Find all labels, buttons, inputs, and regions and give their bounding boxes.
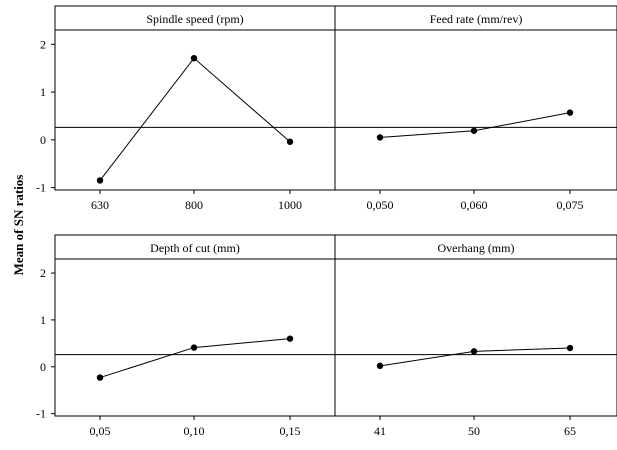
data-point <box>190 344 198 351</box>
series-line <box>99 57 291 181</box>
y-tick-label: 2 <box>40 37 46 51</box>
x-tick-label: 0,060 <box>461 198 488 212</box>
data-point <box>190 54 198 62</box>
panel-3: Depth of cut (mm) -1 0 1 2 0,05 0,10 0,15 <box>36 234 336 438</box>
x-tick-label: 0,050 <box>367 198 394 212</box>
x-tick-label: 50 <box>468 424 480 438</box>
y-tick-label: 0 <box>40 133 46 147</box>
x-tick-label: 65 <box>564 424 576 438</box>
x-tick-label: 0,075 <box>557 198 584 212</box>
panel-title: Overhang (mm) <box>438 241 515 255</box>
panel-title: Feed rate (mm/rev) <box>430 12 523 26</box>
data-point <box>566 344 574 352</box>
data-point <box>376 362 384 370</box>
y-tick-label: 1 <box>40 313 46 327</box>
data-point <box>96 177 104 184</box>
y-tick-label: -1 <box>36 181 46 195</box>
data-point <box>566 109 574 116</box>
data-point <box>96 374 104 381</box>
y-tick-label: 0 <box>40 360 46 374</box>
x-tick-label: 0,05 <box>90 424 111 438</box>
panel-frame <box>334 5 617 191</box>
panel-title: Depth of cut (mm) <box>150 241 240 255</box>
panel-title: Spindle speed (rpm) <box>146 12 243 26</box>
x-tick-label: 630 <box>91 198 109 212</box>
y-axis-title: Mean of SN ratios <box>11 175 26 276</box>
data-point <box>376 134 384 141</box>
y-tick-label: -1 <box>36 407 46 421</box>
y-tick-label: 1 <box>40 85 46 99</box>
x-tick-label: 1000 <box>278 198 302 212</box>
x-tick-label: 0,15 <box>280 424 301 438</box>
x-tick-label: 41 <box>374 424 386 438</box>
series-line <box>99 338 291 379</box>
data-point <box>470 127 478 134</box>
panel-2: Feed rate (mm/rev) 0,050 0,060 0,075 <box>334 5 617 212</box>
y-tick-label: 2 <box>40 266 46 280</box>
data-point <box>470 348 478 355</box>
panel-frame <box>54 5 336 191</box>
data-point <box>286 335 294 342</box>
data-point <box>286 138 294 145</box>
panel-1: Spindle speed (rpm) -1 0 1 2 630 800 1000 <box>36 5 336 212</box>
x-tick-label: 0,10 <box>184 424 205 438</box>
panel-frame <box>334 234 617 417</box>
panel-frame <box>54 234 336 417</box>
x-tick-label: 800 <box>185 198 203 212</box>
panel-4: Overhang (mm) 41 50 65 <box>334 234 617 438</box>
